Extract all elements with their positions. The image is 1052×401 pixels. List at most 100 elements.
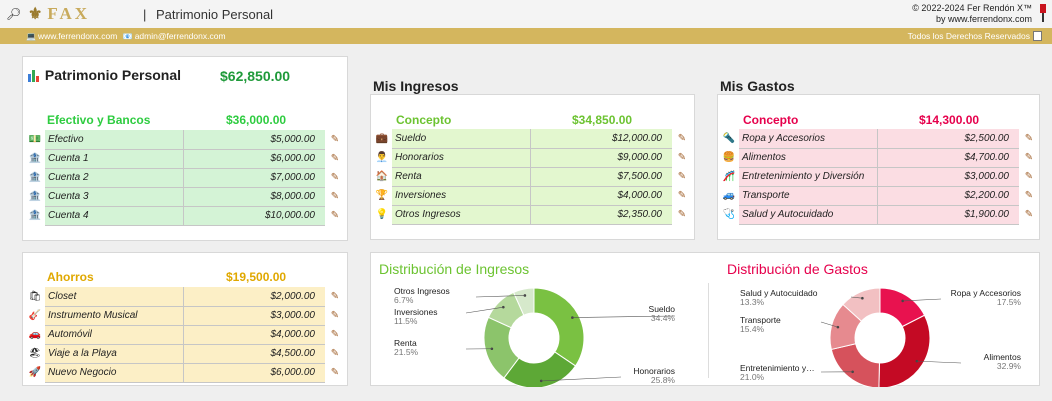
efectivo-total: $36,000.00	[226, 113, 287, 127]
leader-dot	[851, 370, 854, 374]
flag-icon	[1040, 4, 1046, 22]
efectivo-row-amount[interactable]: $7,000.00	[182, 168, 325, 188]
ingresos-row: 🏠 Renta $7,500.00 ✎	[372, 167, 692, 187]
efectivo-row-label[interactable]: Cuenta 1	[45, 149, 183, 169]
edit-icon[interactable]: ✎	[1019, 148, 1039, 168]
efectivo-row-icon: 🏦	[25, 168, 45, 188]
copyright: © 2022-2024 Fer Rendón X™ by www.ferrend…	[912, 3, 1032, 25]
edit-icon[interactable]: ✎	[672, 148, 692, 168]
efectivo-row: 🏦 Cuenta 1 $6,000.00 ✎	[25, 149, 345, 169]
ingresos-row-amount[interactable]: $9,000.00	[529, 148, 672, 168]
edit-icon[interactable]: ✎	[325, 344, 345, 364]
ahorros-title: Ahorros	[47, 270, 94, 284]
edit-icon[interactable]: ✎	[1019, 205, 1039, 225]
fleur-icon: ⚜	[28, 6, 46, 23]
edit-icon[interactable]: ✎	[325, 325, 345, 345]
edit-icon[interactable]: ✎	[672, 129, 692, 149]
edit-icon[interactable]: ✎	[325, 168, 345, 188]
efectivo-row-icon: 🏦	[25, 187, 45, 207]
edit-icon[interactable]: ✎	[1019, 167, 1039, 187]
ahorros-row-label[interactable]: Closet	[45, 287, 183, 307]
ingresos-row: 💼 Sueldo $12,000.00 ✎	[372, 129, 692, 149]
ahorros-row-label[interactable]: Instrumento Musical	[45, 306, 183, 326]
document-icon[interactable]	[1033, 31, 1042, 41]
slice-1-4[interactable]	[842, 287, 881, 322]
gastos-row-label[interactable]: Ropa y Accesorios	[739, 129, 877, 149]
edit-icon[interactable]: ✎	[672, 186, 692, 206]
slice-1-1[interactable]	[878, 314, 931, 387]
ingresos-row-label[interactable]: Inversiones	[392, 186, 530, 206]
edit-icon[interactable]: ✎	[1019, 186, 1039, 206]
ahorros-row-amount[interactable]: $4,000.00	[182, 325, 325, 345]
search-icon[interactable]: 🔎︎	[6, 7, 22, 21]
gastos-row-label[interactable]: Salud y Autocuidado	[739, 205, 877, 225]
slice-1-2[interactable]	[830, 343, 880, 387]
ingresos-row-label[interactable]: Sueldo	[392, 129, 530, 149]
edit-icon[interactable]: ✎	[672, 205, 692, 225]
gastos-row-label[interactable]: Alimentos	[739, 148, 877, 168]
edit-icon[interactable]: ✎	[325, 187, 345, 207]
leader-dot	[523, 294, 527, 297]
efectivo-row-amount[interactable]: $5,000.00	[182, 130, 325, 150]
email-link[interactable]: admin@ferrendonx.com	[134, 31, 226, 41]
gastos-row-amount[interactable]: $2,200.00	[876, 186, 1019, 206]
efectivo-title: Efectivo y Bancos	[47, 113, 151, 127]
ingresos-row-amount[interactable]: $4,000.00	[529, 186, 672, 206]
edit-icon[interactable]: ✎	[1019, 129, 1039, 149]
ahorros-row-icon: 🚗	[25, 325, 45, 345]
edit-icon[interactable]: ✎	[672, 167, 692, 187]
gastos-row-amount[interactable]: $4,700.00	[876, 148, 1019, 168]
leader-line	[902, 298, 942, 302]
ahorros-row-amount[interactable]: $2,000.00	[182, 287, 325, 307]
efectivo-row-label[interactable]: Cuenta 2	[45, 168, 183, 188]
gastos-row-label[interactable]: Entretenimiento y Diversión	[739, 167, 877, 187]
gastos-row-amount[interactable]: $3,000.00	[876, 167, 1019, 187]
efectivo-row-amount[interactable]: $10,000.00	[182, 206, 325, 226]
contact-info: 💻 www.ferrendonx.com 📧 admin@ferrendonx.co…	[26, 31, 226, 41]
slice-percent: 13.3%	[740, 297, 765, 307]
efectivo-row-label[interactable]: Efectivo	[45, 130, 183, 150]
efectivo-row-amount[interactable]: $6,000.00	[182, 149, 325, 169]
efectivo-row-label[interactable]: Cuenta 4	[45, 206, 183, 226]
edit-icon[interactable]: ✎	[325, 206, 345, 226]
ingresos-row-label[interactable]: Honorarios	[392, 148, 530, 168]
slice-0-0[interactable]	[533, 287, 585, 367]
efectivo-row-label[interactable]: Cuenta 3	[45, 187, 183, 207]
ingresos-row: 💡 Otros Ingresos $2,350.00 ✎	[372, 205, 692, 225]
edit-icon[interactable]: ✎	[325, 306, 345, 326]
ahorros-row-amount[interactable]: $4,500.00	[182, 344, 325, 364]
ahorros-row-label[interactable]: Nuevo Negocio	[45, 363, 183, 383]
gastos-row-icon: 🔦	[719, 129, 739, 149]
ahorros-row: 🚗 Automóvil $4,000.00 ✎	[25, 325, 345, 345]
gastos-row: 🍔 Alimentos $4,700.00 ✎	[719, 148, 1039, 168]
leader-dot	[571, 316, 574, 319]
ingresos-row-amount[interactable]: $12,000.00	[529, 129, 672, 149]
slice-0-4[interactable]	[512, 287, 535, 316]
ingresos-row-amount[interactable]: $7,500.00	[529, 167, 672, 187]
slice-label: Alimentos	[984, 352, 1021, 362]
edit-icon[interactable]: ✎	[325, 130, 345, 150]
gastos-row-icon: 🚙	[719, 186, 739, 206]
efectivo-row-amount[interactable]: $8,000.00	[182, 187, 325, 207]
ingresos-card: Concepto $34,850.00 💼 Sueldo $12,000.00 ✎ 👨‍…	[370, 94, 695, 240]
slice-percent: 25.8%	[651, 375, 676, 385]
patrimonio-header: Patrimonio Personal	[27, 67, 181, 83]
ingresos-row-amount[interactable]: $2,350.00	[529, 205, 672, 225]
edit-icon[interactable]: ✎	[325, 287, 345, 307]
leader-line	[475, 295, 525, 298]
ahorros-row-label[interactable]: Automóvil	[45, 325, 183, 345]
ahorros-row: 🎸 Instrumento Musical $3,000.00 ✎	[25, 306, 345, 326]
app-header: 🔎︎ ⚜ FAX | Patrimonio Personal © 2022-202…	[0, 0, 1052, 28]
ahorros-row-amount[interactable]: $6,000.00	[182, 363, 325, 383]
ingresos-row-label[interactable]: Otros Ingresos	[392, 205, 530, 225]
ahorros-row-amount[interactable]: $3,000.00	[182, 306, 325, 326]
copyright-line-2: by www.ferrendonx.com	[935, 14, 1032, 24]
ingresos-row-label[interactable]: Renta	[392, 167, 530, 187]
ahorros-row-label[interactable]: Viaje a la Playa	[45, 344, 183, 364]
gastos-row-amount[interactable]: $1,900.00	[876, 205, 1019, 225]
gastos-row-amount[interactable]: $2,500.00	[876, 129, 1019, 149]
edit-icon[interactable]: ✎	[325, 149, 345, 169]
gastos-row-label[interactable]: Transporte	[739, 186, 877, 206]
website-link[interactable]: www.ferrendonx.com	[37, 31, 118, 41]
edit-icon[interactable]: ✎	[325, 363, 345, 383]
